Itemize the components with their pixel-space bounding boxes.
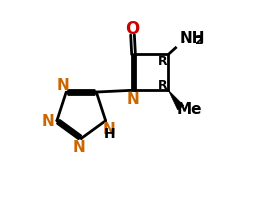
Text: NH: NH <box>179 31 205 46</box>
Text: N: N <box>73 139 85 154</box>
Text: N: N <box>126 91 139 106</box>
Text: H: H <box>104 126 115 140</box>
Text: R: R <box>158 79 168 92</box>
Text: N: N <box>57 78 69 93</box>
Text: O: O <box>125 20 140 38</box>
Text: N: N <box>41 114 54 129</box>
Polygon shape <box>168 91 184 110</box>
Text: N: N <box>103 121 116 136</box>
Text: Me: Me <box>176 102 202 117</box>
Text: 2: 2 <box>195 33 204 47</box>
Text: R: R <box>158 54 168 67</box>
